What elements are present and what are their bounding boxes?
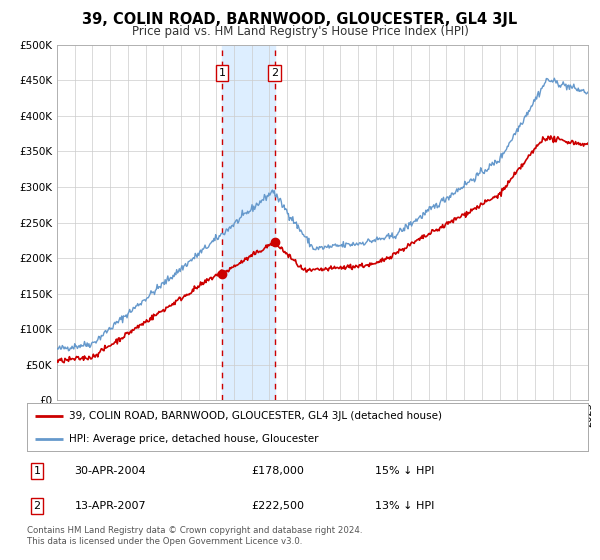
Text: 39, COLIN ROAD, BARNWOOD, GLOUCESTER, GL4 3JL (detached house): 39, COLIN ROAD, BARNWOOD, GLOUCESTER, GL…	[69, 411, 442, 421]
Text: 13-APR-2007: 13-APR-2007	[74, 501, 146, 511]
Text: 13% ↓ HPI: 13% ↓ HPI	[375, 501, 434, 511]
Text: 2: 2	[34, 501, 41, 511]
Text: Contains HM Land Registry data © Crown copyright and database right 2024.
This d: Contains HM Land Registry data © Crown c…	[27, 526, 362, 546]
Text: 2: 2	[271, 68, 278, 78]
Text: HPI: Average price, detached house, Gloucester: HPI: Average price, detached house, Glou…	[69, 434, 319, 444]
Bar	[222, 45, 275, 400]
Text: Price paid vs. HM Land Registry's House Price Index (HPI): Price paid vs. HM Land Registry's House …	[131, 25, 469, 38]
Text: £222,500: £222,500	[251, 501, 304, 511]
Text: 15% ↓ HPI: 15% ↓ HPI	[375, 466, 434, 476]
Text: 30-APR-2004: 30-APR-2004	[74, 466, 146, 476]
Text: 1: 1	[218, 68, 226, 78]
Text: £178,000: £178,000	[251, 466, 304, 476]
Text: 1: 1	[34, 466, 41, 476]
Text: 39, COLIN ROAD, BARNWOOD, GLOUCESTER, GL4 3JL: 39, COLIN ROAD, BARNWOOD, GLOUCESTER, GL…	[82, 12, 518, 27]
